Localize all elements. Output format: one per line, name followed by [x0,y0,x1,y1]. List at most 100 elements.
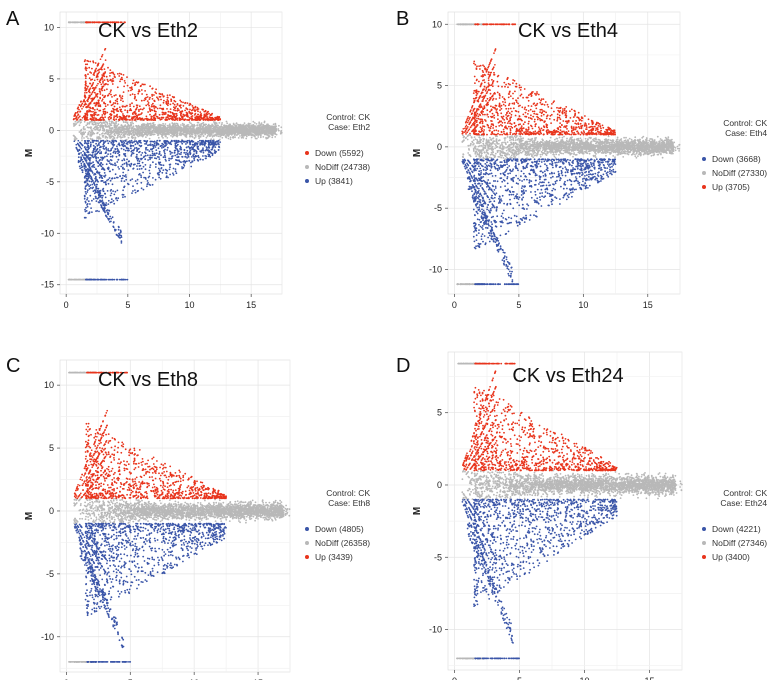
data-point [131,129,133,132]
data-point [187,129,190,132]
data-point [81,154,84,156]
data-point [92,87,95,89]
data-point [151,150,154,153]
data-point [191,160,194,163]
data-point [216,143,218,146]
data-point [194,136,197,138]
data-point [115,233,118,236]
data-point [138,105,141,108]
data-point [138,110,140,112]
data-point [103,113,106,116]
data-point [88,95,91,97]
data-point [205,130,208,133]
data-point [195,119,197,121]
data-point [169,129,171,132]
data-point [195,134,197,137]
data-point [83,137,85,139]
data-point [99,121,102,124]
data-point [107,117,110,119]
data-point [101,53,104,56]
data-point [81,116,84,119]
data-point [163,127,166,129]
data-point [85,168,88,171]
data-point [154,130,157,133]
data-point [138,90,141,93]
data-point [142,171,145,174]
data-point [126,122,129,125]
data-point [145,93,148,96]
data-point [162,156,165,159]
data-point [96,132,99,135]
data-point [127,130,130,133]
data-point [126,104,128,107]
data-point [185,143,187,145]
data-point [153,142,156,145]
data-point [108,125,111,128]
data-point [136,130,139,133]
data-point [112,145,115,147]
data-point [90,115,93,117]
data-point [145,147,147,150]
data-point [218,122,221,124]
data-point [262,123,265,126]
data-point [81,133,83,136]
data-point [96,78,99,81]
data-point [194,112,197,115]
data-point [170,134,172,137]
data-point [111,139,114,142]
data-point [144,125,146,128]
data-point [148,156,151,159]
data-point [102,108,105,111]
data-point [95,200,98,203]
data-point [97,165,100,168]
data-point [209,133,211,136]
data-point [103,79,106,81]
data-point [79,111,81,113]
data-point [135,112,137,115]
data-point [254,133,257,136]
data-point [94,62,97,64]
data-point [148,107,151,109]
data-point [93,114,96,117]
data-point [127,123,130,126]
data-point [110,217,113,220]
data-point [161,94,164,96]
data-point [157,124,160,127]
data-point [171,157,174,160]
data-point [211,116,214,119]
data-point [113,105,116,108]
data-point [216,124,219,127]
data-point [87,146,89,148]
data-point [184,128,187,131]
data-point [105,75,108,78]
data-point [188,119,190,121]
data-point [216,140,219,143]
data-point [87,104,90,106]
data-point [136,148,139,151]
data-point [186,114,189,117]
data-point [172,118,175,121]
data-point [89,137,92,140]
data-point [164,148,166,151]
data-point [180,100,183,103]
data-point [158,113,161,116]
data-point [102,80,104,83]
data-point [202,133,204,135]
data-point [110,141,113,144]
data-point [93,126,96,129]
data-point [115,121,117,124]
data-point [149,143,152,146]
data-point [133,93,136,96]
data-point [90,126,92,129]
data-point [160,126,162,129]
data-point [190,161,192,164]
data-point [157,126,160,129]
data-point [154,154,157,157]
data-point [107,129,110,132]
data-point [116,189,119,192]
data-point [127,149,130,152]
data-point [165,160,167,162]
data-point [92,180,94,182]
data-point [137,157,140,160]
data-point [147,131,150,134]
